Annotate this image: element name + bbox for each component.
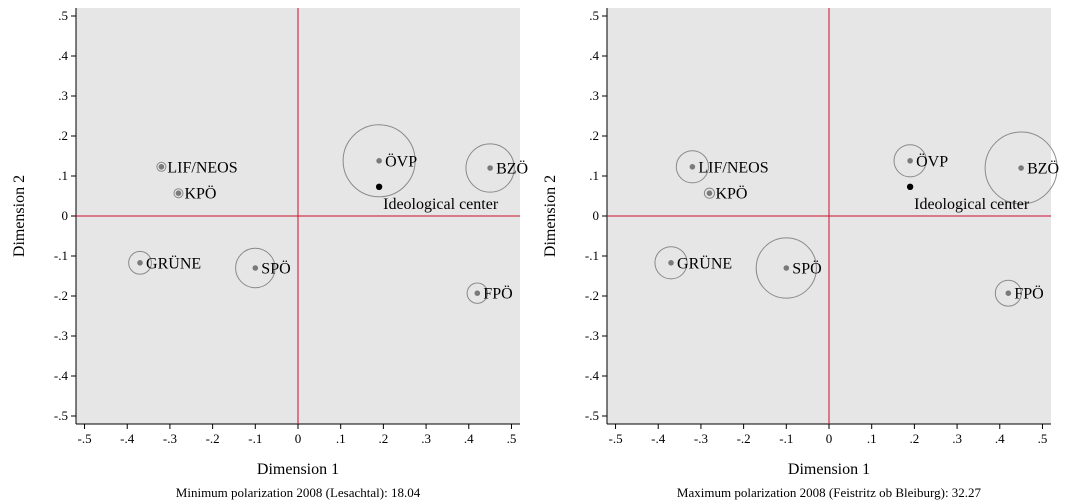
x-tick-label: -.2 [737,431,751,446]
y-tick-label: -.3 [54,328,68,343]
party-label: LIF/NEOS [167,159,237,176]
party-point [1018,165,1024,171]
x-tick-label: -.5 [77,431,91,446]
y-tick-label: .5 [589,8,599,23]
y-tick-label: -.1 [585,248,599,263]
party-point [137,260,143,266]
party-point [783,265,790,271]
weight-circle [675,150,709,184]
chart-panel-1: .5 .4 .3 .2 .1 0 -.1 -.2 -.3 -.4 -.5 -.5 -.4 -.3 -.2 -.… [11,8,528,500]
x-tick-label: 0 [295,431,302,446]
x-tick-label: -.2 [206,431,220,446]
x-tick-label: .4 [464,431,474,446]
x-axis-title: Dimension 1 [788,461,870,478]
party-label: SPÖ [261,260,290,278]
y-tick-label: .4 [589,48,599,63]
weight-circle [128,250,152,275]
ideological-center-point [375,183,383,190]
x-tick-label: -.1 [779,431,793,446]
y-tick-label: .1 [58,168,68,183]
x-tick-label: -.4 [120,431,135,446]
x-tick-label: -.5 [608,431,622,446]
chart-caption: Minimum polarization 2008 (Lesachtal): 1… [176,485,421,500]
x-tick-label: .1 [867,431,877,446]
weight-circle [466,282,488,304]
y-axis-title: Dimension 2 [542,175,559,257]
weight-circle [755,237,817,299]
y-tick-label: .1 [589,168,599,183]
party-label: FPÖ [1014,285,1043,303]
y-tick-label: .5 [58,8,68,23]
y-tick-label: -.2 [54,288,68,303]
party-point [376,158,382,164]
y-tick-label: -.5 [585,408,599,423]
x-tick-label: .1 [336,431,346,446]
party-point [1005,290,1012,297]
x-tick-label: .3 [952,431,962,446]
x-tick-label: .2 [910,431,920,446]
party-label: SPÖ [792,260,821,278]
weight-circle [703,187,716,199]
party-label: BZÖ [496,160,528,178]
ideological-center-label: Ideological center [383,196,499,213]
party-label: FPÖ [483,285,512,303]
weight-circle [235,247,276,289]
chart-panel-2: .5 .4 .3 .2 .1 0 -.1 -.2 -.3 -.4 -.5 -.5 -.4 -.3 -.2 -.… [542,8,1059,500]
x-tick-label: .4 [995,431,1005,446]
party-point [252,265,259,271]
y-tick-label: .3 [589,88,599,103]
weight-circle [173,188,184,199]
y-tick-label: -.2 [585,288,599,303]
party-label: KPÖ [715,185,747,203]
ideological-center-label: Ideological center [914,196,1030,213]
weight-circle [984,131,1058,205]
party-label: BZÖ [1027,160,1059,178]
party-label: GRÜNE [677,254,732,272]
x-tick-label: -.3 [163,431,177,446]
y-tick-label: -.1 [54,248,68,263]
chart-caption: Maximum polarization 2008 (Feistritz ob … [677,485,982,500]
x-tick-label: .3 [421,431,431,446]
y-axis-title: Dimension 2 [11,175,28,257]
weight-circle [893,144,927,178]
party-point [158,164,165,170]
y-tick-label: .2 [58,128,68,143]
party-point [487,165,493,171]
party-label: LIF/NEOS [698,159,768,176]
y-tick-label: 0 [62,208,69,223]
party-point [907,158,913,164]
party-point [474,290,481,297]
x-tick-label: .2 [379,431,389,446]
weight-circle [156,161,167,172]
weight-circle [465,143,515,193]
party-point [706,190,713,196]
x-tick-label: 0 [826,431,833,446]
x-tick-label: -.1 [248,431,262,446]
y-tick-label: -.3 [585,328,599,343]
party-label: KPÖ [184,185,216,203]
x-tick-label: -.4 [651,431,666,446]
ideological-center-point [906,183,914,190]
party-label: ÖVP [385,152,417,170]
y-tick-label: .3 [58,88,68,103]
y-tick-label: .2 [589,128,599,143]
party-point [668,260,674,266]
x-tick-label: .5 [507,431,517,446]
x-axis-title: Dimension 1 [257,461,339,478]
y-tick-label: -.4 [54,368,69,383]
party-point [175,190,182,196]
weight-circle [342,124,416,198]
y-tick-label: -.5 [54,408,68,423]
x-tick-label: .5 [1038,431,1048,446]
party-point [689,164,696,170]
party-label: GRÜNE [146,254,201,272]
y-tick-label: .4 [58,48,68,63]
weight-circle [654,246,688,280]
weight-circle [994,279,1022,307]
y-tick-label: -.4 [585,368,600,383]
y-tick-label: 0 [593,208,600,223]
party-label: ÖVP [916,152,948,170]
x-tick-label: -.3 [694,431,708,446]
